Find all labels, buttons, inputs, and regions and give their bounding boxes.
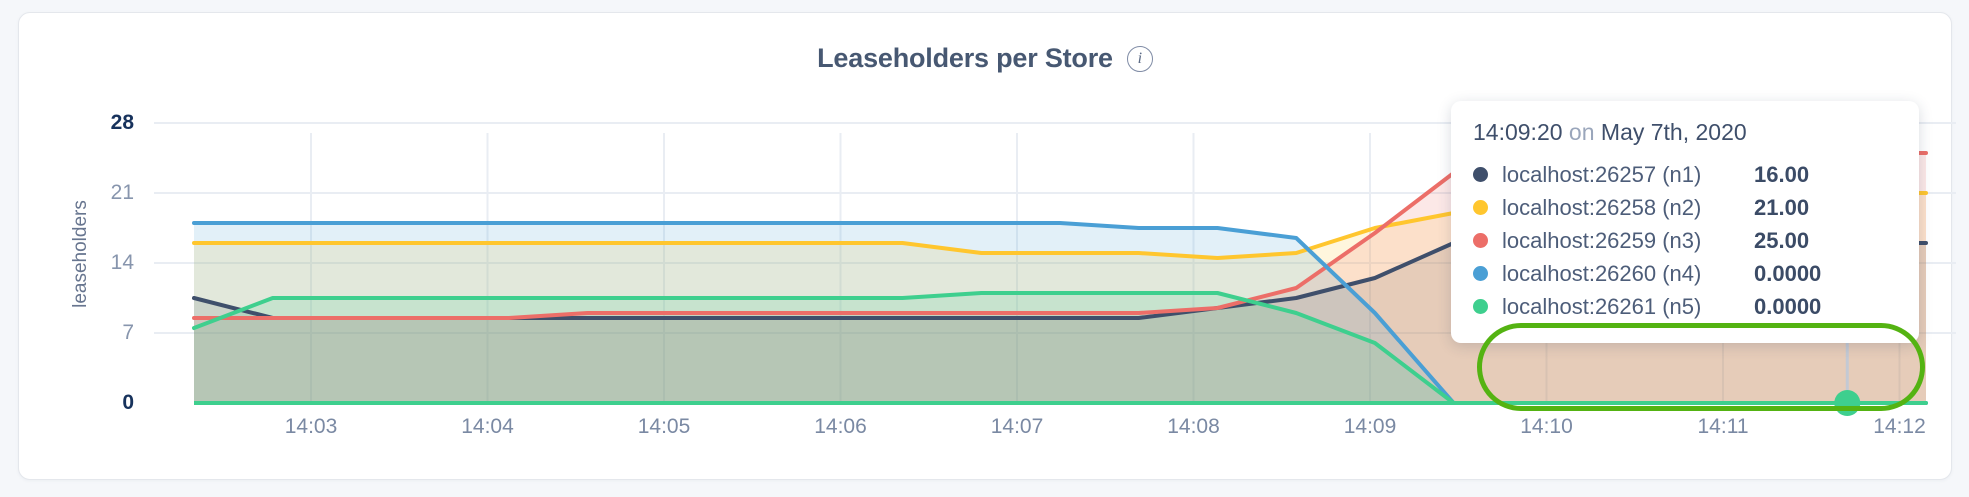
y-tick-label: 7 (122, 321, 134, 344)
y-tick-label: 0 (122, 391, 134, 414)
tooltip-row: localhost:26258 (n2) 21.00 (1473, 191, 1897, 224)
series-color-dot (1473, 167, 1488, 182)
tooltip-time: 14:09:20 (1473, 119, 1563, 145)
x-tick-label: 14:06 (814, 415, 867, 438)
tooltip-series-value: 0.0000 (1754, 293, 1822, 319)
tooltip-row: localhost:26261 (n5) 0.0000 (1473, 290, 1897, 323)
y-tick-label: 14 (110, 251, 134, 274)
tooltip-series-label: localhost:26259 (n3) (1502, 227, 1702, 253)
tooltip-on-word: on (1568, 119, 1595, 145)
tooltip-series-label: localhost:26261 (n5) (1502, 293, 1702, 319)
x-tick-label: 14:03 (284, 415, 338, 438)
series-color-dot (1473, 266, 1488, 281)
y-tick-label: 28 (110, 111, 134, 134)
tooltip-series-value: 25.00 (1754, 227, 1810, 253)
y-tick-label: 21 (110, 181, 134, 204)
cursor-marker-n5 (1834, 390, 1861, 416)
tooltip-row: localhost:26260 (n4) 0.0000 (1473, 257, 1897, 290)
tooltip-rows: localhost:26257 (n1) 16.00 localhost:26258… (1473, 158, 1897, 323)
series-color-dot (1473, 200, 1488, 215)
x-tick-label: 14:12 (1873, 415, 1926, 438)
series-color-dot (1473, 233, 1488, 248)
tooltip-timestamp: 14:09:20 on May 7th, 2020 (1473, 119, 1897, 146)
info-icon[interactable]: i (1126, 45, 1153, 72)
tooltip-row: localhost:26257 (n1) 16.00 (1473, 158, 1897, 191)
tooltip-series-value: 21.00 (1754, 194, 1810, 220)
y-axis-ticks: 0 7 14 21 28 (19, 13, 134, 481)
page-title: Leaseholders per Store (817, 43, 1113, 73)
tooltip-series-value: 16.00 (1754, 161, 1810, 187)
x-tick-label: 14:05 (637, 415, 691, 438)
x-tick-label: 14:08 (1167, 415, 1220, 438)
chart-header: Leaseholders per Store i (19, 43, 1951, 74)
tooltip-series-label: localhost:26258 (n2) (1502, 194, 1702, 220)
x-tick-label: 14:07 (990, 415, 1044, 438)
x-tick-label: 14:09 (1343, 415, 1397, 438)
tooltip-series-label: localhost:26260 (n4) (1502, 260, 1702, 286)
series-area-n5 (194, 293, 1926, 403)
tooltip-series-value: 0.0000 (1754, 260, 1822, 286)
tooltip-row: localhost:26259 (n3) 25.00 (1473, 224, 1897, 257)
chart-tooltip: 14:09:20 on May 7th, 2020 localhost:2625… (1451, 101, 1919, 343)
tooltip-date: May 7th, 2020 (1600, 119, 1747, 145)
x-tick-label: 14:10 (1520, 415, 1573, 438)
series-color-dot (1473, 299, 1488, 314)
x-tick-label: 14:11 (1697, 415, 1749, 438)
tooltip-series-label: localhost:26257 (n1) (1502, 161, 1702, 187)
x-tick-label: 14:04 (461, 415, 514, 438)
